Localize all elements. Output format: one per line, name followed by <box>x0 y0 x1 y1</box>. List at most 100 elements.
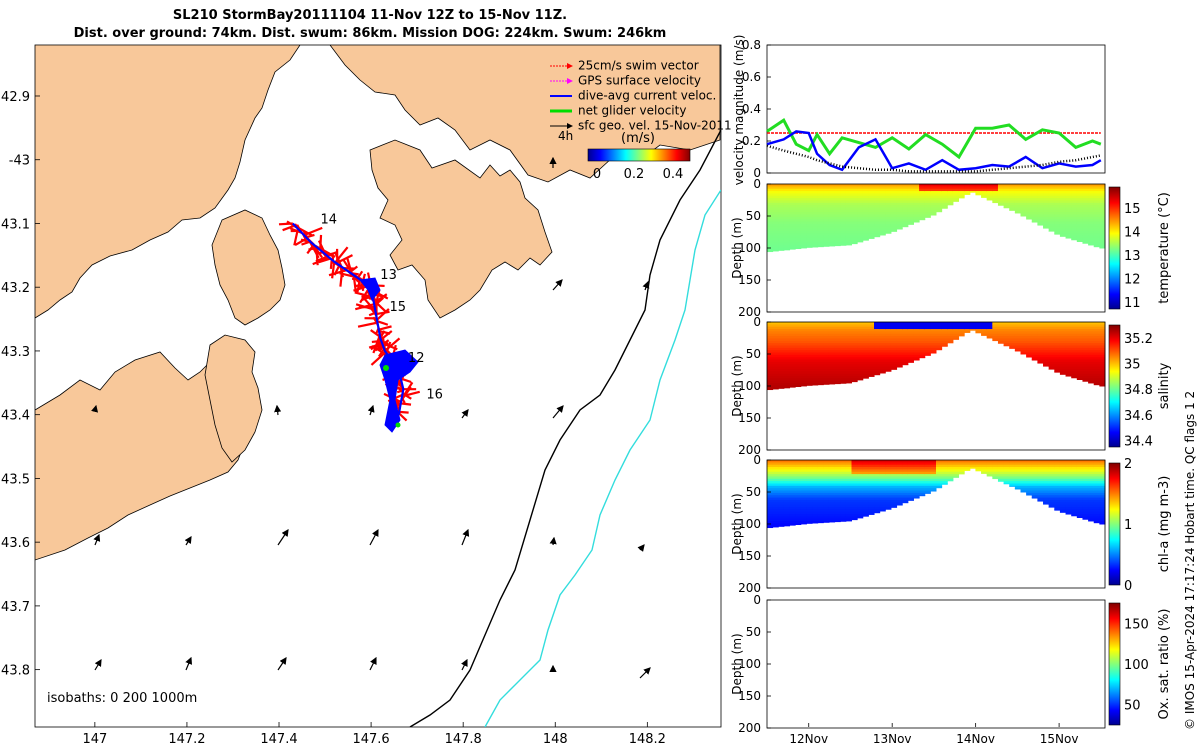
section-cell <box>828 521 836 523</box>
swim-vector <box>378 325 392 331</box>
section-cell <box>851 467 858 470</box>
section-cell <box>800 336 807 339</box>
section-cell <box>952 476 960 478</box>
section-cell <box>817 490 824 494</box>
section-cell <box>834 193 841 197</box>
section-cell <box>879 200 886 204</box>
section-cell <box>806 511 813 515</box>
section-cell <box>902 343 909 346</box>
section-cell <box>778 467 785 470</box>
section-cell <box>1088 375 1095 379</box>
section-cell <box>874 469 881 473</box>
section-cell <box>868 513 875 515</box>
section-cell <box>840 184 847 187</box>
section-cell <box>913 184 920 187</box>
section-cell <box>767 324 774 328</box>
section-cell <box>778 240 785 244</box>
section-cell <box>1065 499 1072 503</box>
section-cell <box>800 511 807 515</box>
section-cell <box>1014 184 1021 187</box>
section-cell <box>896 345 903 349</box>
section-cell <box>834 380 841 384</box>
section-cell <box>1031 488 1038 492</box>
section-cell <box>1031 214 1038 218</box>
section-cell <box>1037 462 1044 466</box>
section-cell <box>862 219 869 223</box>
section-cell <box>885 368 892 372</box>
section-cell <box>1093 492 1100 496</box>
section-cell <box>1031 205 1038 208</box>
section-cell <box>936 347 943 351</box>
section-cell <box>992 331 999 335</box>
section-cell <box>997 471 1005 475</box>
section-cell <box>1093 205 1100 208</box>
section-cell <box>828 373 836 377</box>
section-cell <box>1014 195 1021 199</box>
section-cell <box>1009 471 1016 475</box>
section-cell <box>1059 495 1067 499</box>
section-cell <box>857 471 864 475</box>
section-cell <box>828 228 836 232</box>
section-cell <box>800 186 807 190</box>
section-cell <box>964 326 971 330</box>
section-cell <box>1043 481 1050 484</box>
section-cell <box>812 340 819 344</box>
land-tasman <box>369 139 553 319</box>
section-cell <box>812 245 819 248</box>
section-cell <box>1099 516 1106 520</box>
section-cell <box>845 375 852 379</box>
section-cell <box>767 195 774 199</box>
section-cell <box>936 195 943 199</box>
section-cell <box>1093 368 1100 372</box>
section-cell <box>857 333 864 337</box>
section-cell <box>789 366 796 370</box>
section-cell <box>1065 467 1072 470</box>
section-cell <box>947 331 954 335</box>
colorbar-tick-label: 2 <box>1124 457 1132 472</box>
section-cell <box>789 207 796 211</box>
section-cell <box>879 469 886 473</box>
section-cell <box>840 198 847 201</box>
section-cell <box>1003 345 1010 347</box>
section-cell <box>1059 345 1067 349</box>
section-cell <box>1088 511 1095 515</box>
section-cell <box>806 366 813 370</box>
section-cell <box>981 467 988 470</box>
section-cell <box>1082 188 1089 192</box>
section-cell <box>800 478 807 482</box>
section-cell <box>1082 235 1089 239</box>
section-cell <box>1048 205 1055 208</box>
section-cell <box>902 354 909 358</box>
section-cell <box>783 478 791 482</box>
section-cell <box>1088 205 1095 208</box>
section-cell <box>800 488 807 492</box>
section-cell <box>862 488 869 492</box>
section-cell <box>772 474 779 477</box>
isobath-200m <box>409 129 721 727</box>
section-cell <box>964 460 971 463</box>
section-cell <box>1065 186 1072 190</box>
section-cell <box>885 322 892 325</box>
section-cell <box>913 483 920 487</box>
section-cell <box>772 518 779 522</box>
section-cell <box>772 364 779 368</box>
section-cell <box>767 247 774 251</box>
section-cell <box>874 499 881 503</box>
section-cell <box>890 336 898 339</box>
section-cell <box>1071 357 1078 361</box>
section-cell <box>845 198 852 201</box>
section-cell <box>879 354 886 358</box>
section-cell <box>902 202 909 206</box>
section-cell <box>828 471 836 475</box>
section-cell <box>1048 490 1055 494</box>
section-cell <box>783 352 791 356</box>
section-cell <box>778 242 785 246</box>
section-cell <box>1099 247 1106 249</box>
section-cell <box>800 240 807 244</box>
section-cell <box>941 467 948 470</box>
section-cell <box>896 490 903 494</box>
section-cell <box>789 221 796 225</box>
section-cell <box>1093 490 1100 494</box>
section-cell <box>913 214 920 218</box>
section-cell <box>907 223 914 225</box>
